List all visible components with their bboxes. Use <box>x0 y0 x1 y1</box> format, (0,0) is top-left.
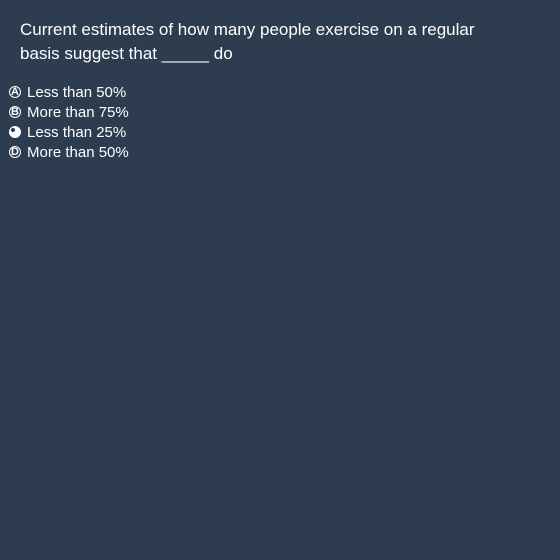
option-a-label: Less than 50% <box>27 83 127 101</box>
radio-d-icon[interactable]: D <box>9 146 21 158</box>
question-text: Current estimates of how many people exe… <box>20 20 475 63</box>
option-c-label: Less than 25% <box>27 123 127 141</box>
option-b[interactable]: B More than 75% <box>9 102 129 122</box>
option-d[interactable]: D More than 50% <box>9 142 129 162</box>
option-d-letter: D <box>11 145 19 158</box>
radio-c-selected-icon[interactable] <box>9 126 21 138</box>
radio-a-icon[interactable]: A <box>9 86 21 98</box>
option-a-letter: A <box>11 85 19 98</box>
option-d-label: More than 50% <box>27 143 129 161</box>
option-b-letter: B <box>11 105 19 118</box>
option-a[interactable]: A Less than 50% <box>9 82 129 102</box>
option-b-label: More than 75% <box>27 103 129 121</box>
answer-options: A Less than 50% B More than 75% Less tha… <box>9 82 129 162</box>
radio-b-icon[interactable]: B <box>9 106 21 118</box>
option-c[interactable]: Less than 25% <box>9 122 129 142</box>
